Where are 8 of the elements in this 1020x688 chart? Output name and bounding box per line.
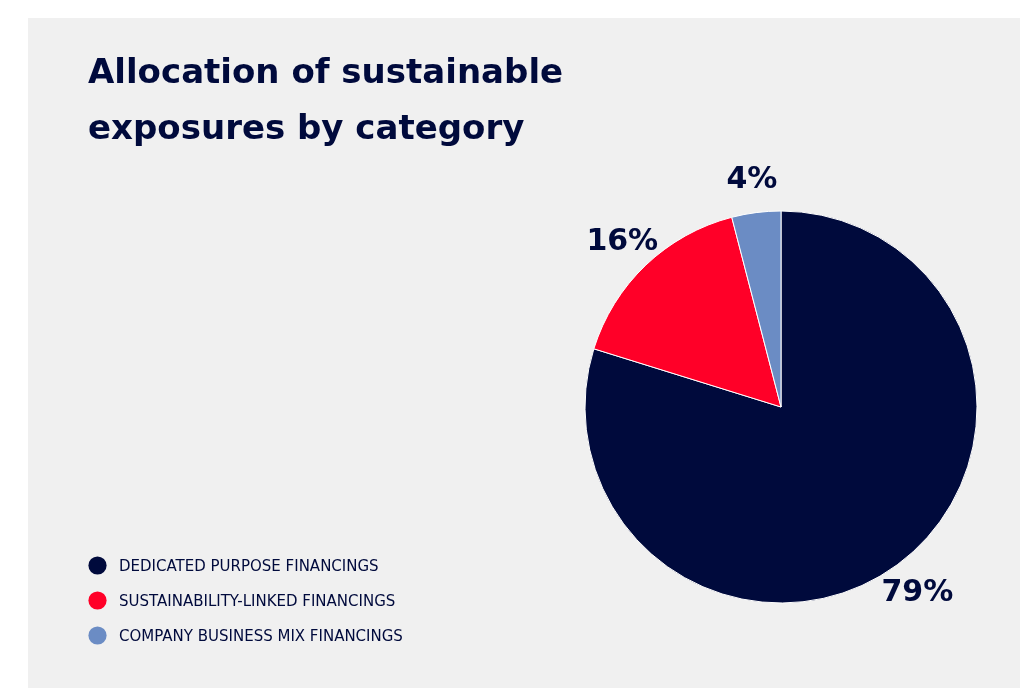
legend-label: DEDICATED PURPOSE FINANCINGS bbox=[119, 556, 379, 575]
data-label: 4% bbox=[726, 159, 778, 195]
legend-label: SUSTAINABILITY-LINKED FINANCINGS bbox=[119, 591, 396, 610]
chart-title: Allocation of sustainable exposures by category bbox=[88, 50, 564, 147]
legend-label: COMPANY BUSINESS MIX FINANCINGS bbox=[119, 626, 403, 645]
data-label: 79% bbox=[881, 573, 954, 609]
data-label: 16% bbox=[586, 221, 659, 257]
pie-slice bbox=[584, 210, 978, 604]
